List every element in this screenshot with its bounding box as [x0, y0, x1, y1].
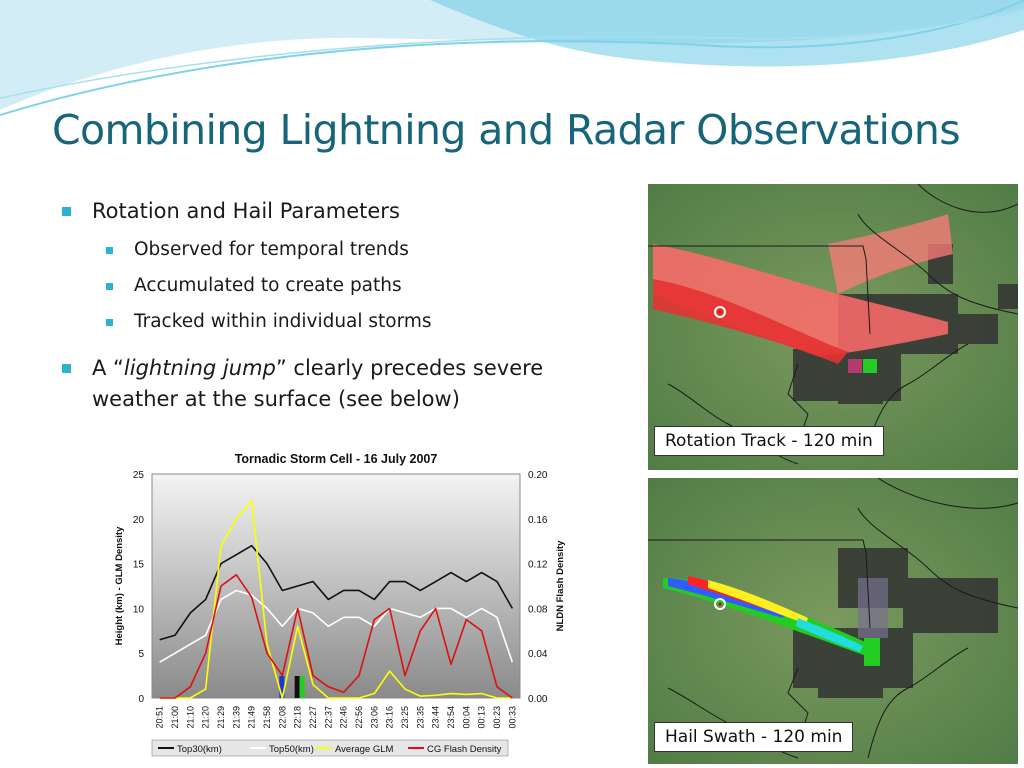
x-tick-label: 00:13: [477, 706, 487, 729]
bullet-rotation-hail: Rotation and Hail Parameters: [62, 196, 622, 227]
y-left-tick-label: 25: [133, 470, 145, 481]
hail-map: [648, 478, 1018, 764]
rotation-map: [648, 184, 1018, 470]
y-right-tick-label: 0.00: [528, 694, 548, 705]
x-tick-label: 23:44: [431, 706, 441, 729]
hail-swath-caption: Hail Swath - 120 min: [654, 722, 854, 752]
y-left-tick-label: 15: [133, 560, 145, 571]
x-tick-label: 23:16: [385, 706, 395, 729]
series-line: [159, 500, 513, 699]
x-tick-label: 21:10: [185, 706, 195, 729]
sub-bullet-text: Observed for temporal trends: [134, 239, 409, 260]
x-tick-label: 21:39: [231, 706, 241, 729]
x-tick-label: 22:46: [339, 706, 349, 729]
bullet-text-suffix: ” clearly precedes severe weather at the…: [92, 356, 544, 411]
x-tick-label: 23:25: [400, 706, 410, 729]
x-tick-label: 22:27: [308, 706, 318, 729]
x-tick-label: 21:00: [170, 706, 180, 729]
y-right-tick-label: 0.12: [528, 560, 548, 571]
x-tick-label: 22:18: [293, 706, 303, 729]
event-marker: [294, 676, 300, 698]
x-tick-label: 21:58: [262, 706, 272, 729]
y-right-tick-label: 0.16: [528, 515, 548, 526]
chart-title: Tornadic Storm Cell - 16 July 2007: [235, 452, 438, 466]
x-tick-label: 23:06: [369, 706, 379, 729]
hail-swath: [663, 576, 880, 666]
header-wave-decoration: [0, 0, 1024, 116]
bullet-lightning-jump: A “lightning jump” clearly precedes seve…: [62, 353, 622, 415]
x-tick-label: 00:33: [507, 706, 517, 729]
event-marker: [299, 676, 305, 698]
series-line: [159, 574, 513, 699]
slide-title: Combining Lightning and Radar Observatio…: [52, 106, 961, 154]
legend-label: CG Flash Density: [427, 744, 502, 755]
rotation-track-swath: [653, 214, 953, 373]
event-marker: [279, 676, 285, 698]
y-left-axis-label: Height (km) - GLM Density: [114, 526, 125, 645]
sub-bullet-square-icon: [106, 247, 113, 254]
plot-area: [151, 473, 521, 699]
sub-bullet-square-icon: [106, 283, 113, 290]
x-tick-label: 21:49: [247, 706, 257, 729]
y-left-tick-label: 10: [133, 604, 145, 615]
tornadic-storm-chart: Tornadic Storm Cell - 16 July 2007 0 5 10 15…: [100, 441, 572, 763]
y-right-axis-label: NLDN Flash Density: [555, 540, 566, 632]
legend-label: Average GLM: [335, 744, 394, 755]
bullet-square-icon: [62, 207, 71, 216]
sub-bullet-temporal: Observed for temporal trends: [94, 237, 622, 263]
y-right-tick-label: 0.04: [528, 649, 548, 660]
x-tick-label: 23:54: [446, 706, 456, 729]
series-line: [159, 589, 514, 663]
x-tick-label: 22:56: [354, 706, 364, 729]
bullet-text: Rotation and Hail Parameters: [92, 199, 400, 223]
x-tick-label: 00:23: [492, 706, 502, 729]
sub-bullet-text: Accumulated to create paths: [134, 275, 402, 296]
x-tick-label: 00:04: [461, 706, 471, 729]
rotation-track-image: Rotation Track - 120 min: [648, 184, 1018, 470]
x-tick-label: 20:51: [155, 706, 165, 729]
rotation-track-caption: Rotation Track - 120 min: [654, 426, 884, 456]
x-tick-label: 21:20: [201, 706, 211, 729]
x-tick-label: 23:35: [415, 706, 425, 729]
sub-bullet-tracked: Tracked within individual storms: [94, 309, 622, 335]
y-left-tick-label: 0: [138, 694, 144, 705]
x-tick-label: 21:29: [216, 706, 226, 729]
y-left-tick-label: 5: [138, 649, 144, 660]
legend-label: Top30(km): [177, 744, 222, 755]
chart-svg: Tornadic Storm Cell - 16 July 2007 0 5 10 15…: [114, 452, 566, 757]
x-tick-label: 22:08: [277, 706, 287, 729]
y-left-tick-label: 20: [133, 515, 145, 526]
y-right-tick-label: 0.08: [528, 604, 548, 615]
sub-bullet-text: Tracked within individual storms: [134, 311, 432, 332]
bullet-square-icon: [62, 364, 71, 373]
bullet-text-italic: lightning jump: [123, 356, 276, 380]
y-right-tick-label: 0.20: [528, 470, 548, 481]
sub-bullet-square-icon: [106, 319, 113, 326]
bullet-text-prefix: A “: [92, 356, 124, 380]
x-tick-label: 22:37: [323, 706, 333, 729]
sub-bullet-paths: Accumulated to create paths: [94, 273, 622, 299]
legend-label: Top50(km): [269, 744, 314, 755]
hail-swath-image: Hail Swath - 120 min: [648, 478, 1018, 764]
bullet-list: Rotation and Hail Parameters Observed fo…: [62, 196, 622, 419]
